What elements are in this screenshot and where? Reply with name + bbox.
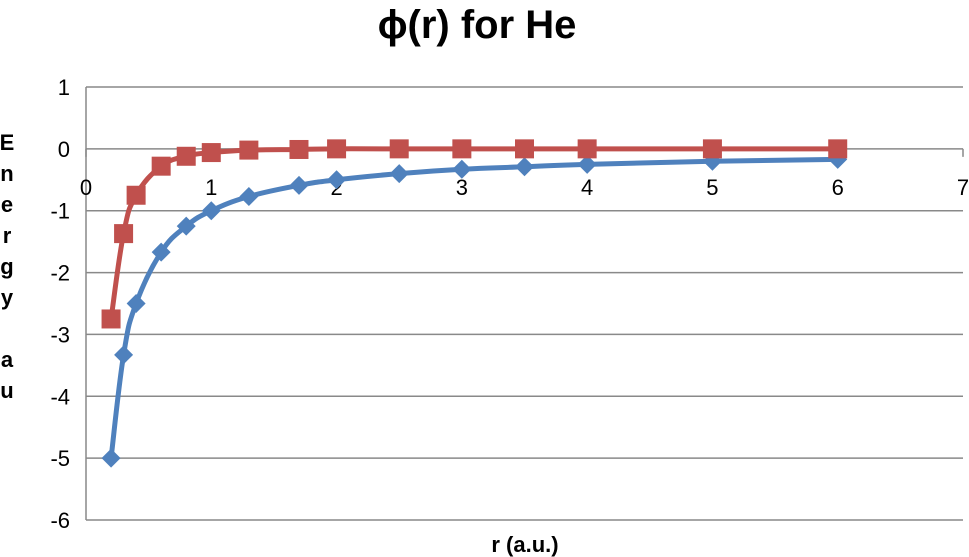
y-axis-label-char: a [1, 347, 14, 372]
chart-title: ϕ(r) for He [378, 3, 577, 47]
data-point-diamond [577, 154, 597, 174]
data-point-diamond [452, 159, 472, 179]
y-axis-label-char: r [3, 223, 12, 248]
series-line-1 [108, 156, 838, 459]
x-axis-label: r (a.u.) [491, 532, 558, 557]
data-point-diamond [126, 294, 146, 313]
y-axis-label-char: e [1, 192, 13, 217]
y-tick-label: -6 [50, 508, 70, 533]
y-axis-label-char: y [1, 285, 14, 310]
y-axis-label-char: u [0, 378, 13, 403]
x-tick-labels: 01234567 [80, 175, 969, 200]
x-tick-label: 7 [957, 175, 969, 200]
data-point-square [327, 139, 347, 159]
y-tick-labels: 1 0 -1 -2 -3 -4 -5 -6 [50, 75, 70, 533]
data-point-square [289, 139, 309, 159]
data-point-diamond [101, 448, 121, 468]
data-point-square [126, 185, 146, 205]
series-line-2 [108, 146, 838, 320]
data-point-diamond [201, 201, 221, 221]
y-axis-label-char: g [0, 254, 13, 279]
data-point-diamond [114, 345, 134, 365]
series-markers [101, 139, 848, 468]
data-point-square [577, 139, 597, 159]
data-point-square [239, 140, 259, 160]
x-tick-label: 4 [581, 175, 593, 200]
y-tick-label: -4 [50, 384, 70, 409]
data-point-square [176, 146, 196, 166]
x-tick-label: 6 [832, 175, 844, 200]
y-axis-label-char: n [0, 161, 13, 186]
y-tick-label: -1 [50, 199, 70, 224]
x-tick-label: 5 [706, 175, 718, 200]
data-point-diamond [176, 216, 196, 236]
data-point-square [702, 139, 722, 159]
gridlines [86, 86, 963, 521]
data-point-diamond [327, 170, 347, 190]
x-tick-label: 1 [205, 175, 217, 200]
y-tick-label: -3 [50, 322, 70, 347]
data-point-diamond [389, 164, 409, 184]
data-point-square [452, 139, 472, 159]
x-tick-label: 0 [80, 175, 92, 200]
data-point-diamond [515, 157, 534, 177]
data-point-square [828, 139, 848, 159]
data-point-square [201, 143, 221, 163]
data-point-square [101, 309, 121, 329]
data-point-diamond [151, 242, 171, 262]
data-point-diamond [289, 175, 309, 195]
y-tick-label: 1 [58, 75, 70, 100]
x-tick-label: 3 [456, 175, 468, 200]
data-point-square [114, 224, 134, 244]
y-tick-label: 0 [58, 137, 70, 162]
data-point-square [389, 139, 409, 159]
data-point-square [515, 139, 534, 159]
data-point-diamond [239, 186, 259, 206]
series-lines [108, 146, 838, 459]
y-tick-label: -2 [50, 261, 70, 286]
data-point-square [151, 156, 171, 176]
y-axis-label-char: E [0, 130, 14, 155]
y-tick-label: -5 [50, 446, 70, 471]
